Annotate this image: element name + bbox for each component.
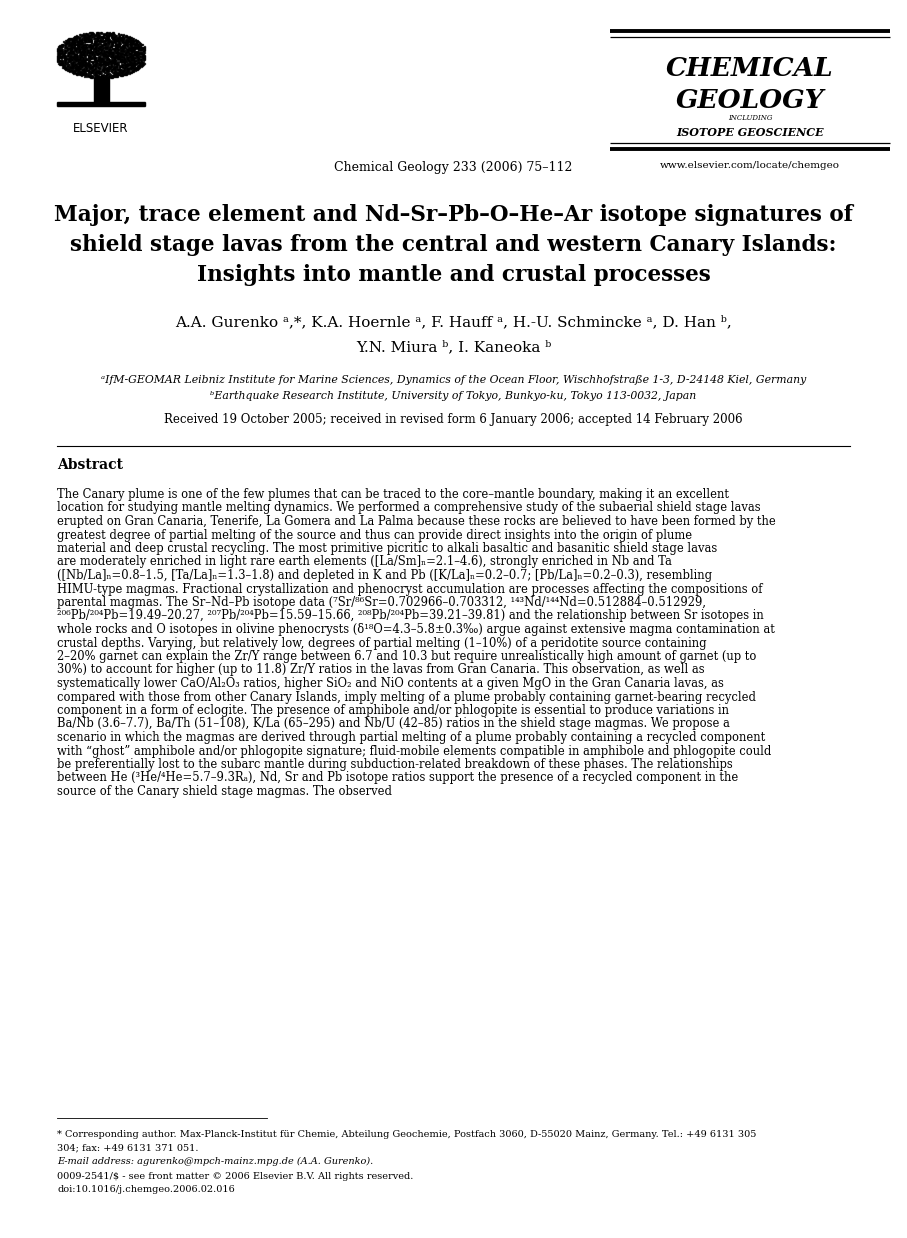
Text: 0009-2541/$ - see front matter © 2006 Elsevier B.V. All rights reserved.: 0009-2541/$ - see front matter © 2006 El… (57, 1172, 414, 1181)
Text: whole rocks and O isotopes in olivine phenocrysts (δ¹⁸O=4.3–5.8±0.3‰) argue agai: whole rocks and O isotopes in olivine ph… (57, 623, 775, 636)
Text: ᵇEarthquake Research Institute, University of Tokyo, Bunkyo-ku, Tokyo 113-0032, : ᵇEarthquake Research Institute, Universi… (210, 391, 697, 401)
Text: material and deep crustal recycling. The most primitive picritic to alkali basal: material and deep crustal recycling. The… (57, 542, 717, 555)
Text: Insights into mantle and crustal processes: Insights into mantle and crustal process… (197, 264, 710, 286)
Text: erupted on Gran Canaria, Tenerife, La Gomera and La Palma because these rocks ar: erupted on Gran Canaria, Tenerife, La Go… (57, 515, 775, 527)
Text: ELSEVIER: ELSEVIER (73, 121, 129, 135)
Text: parental magmas. The Sr–Nd–Pb isotope data (⁷Sr/⁸⁶Sr=0.702966–0.703312, ¹⁴³Nd/¹⁴: parental magmas. The Sr–Nd–Pb isotope da… (57, 595, 706, 609)
Text: Chemical Geology 233 (2006) 75–112: Chemical Geology 233 (2006) 75–112 (335, 161, 572, 175)
Text: CHEMICAL: CHEMICAL (666, 56, 834, 80)
Text: with “ghost” amphibole and/or phlogopite signature; fluid-mobile elements compat: with “ghost” amphibole and/or phlogopite… (57, 744, 771, 758)
Text: scenario in which the magmas are derived through partial melting of a plume prob: scenario in which the magmas are derived… (57, 730, 766, 744)
Text: A.A. Gurenko ᵃ,*, K.A. Hoernle ᵃ, F. Hauff ᵃ, H.-U. Schmincke ᵃ, D. Han ᵇ,: A.A. Gurenko ᵃ,*, K.A. Hoernle ᵃ, F. Hau… (175, 314, 732, 329)
Text: greatest degree of partial melting of the source and thus can provide direct ins: greatest degree of partial melting of th… (57, 529, 692, 541)
Text: Y.N. Miura ᵇ, I. Kaneoka ᵇ: Y.N. Miura ᵇ, I. Kaneoka ᵇ (356, 340, 551, 354)
Text: Major, trace element and Nd–Sr–Pb–O–He–Ar isotope signatures of: Major, trace element and Nd–Sr–Pb–O–He–A… (54, 204, 853, 227)
Text: ISOTOPE GEOSCIENCE: ISOTOPE GEOSCIENCE (677, 126, 824, 137)
Text: HIMU-type magmas. Fractional crystallization and phenocryst accumulation are pro: HIMU-type magmas. Fractional crystalliza… (57, 583, 763, 595)
Text: 30%) to account for higher (up to 11.8) Zr/Y ratios in the lavas from Gran Canar: 30%) to account for higher (up to 11.8) … (57, 664, 705, 676)
Text: compared with those from other Canary Islands, imply melting of a plume probably: compared with those from other Canary Is… (57, 691, 756, 703)
Text: E-mail address: agurenko@mpch-mainz.mpg.de (A.A. Gurenko).: E-mail address: agurenko@mpch-mainz.mpg.… (57, 1158, 374, 1166)
Text: between He (³He/⁴He=5.7–9.3Rₐ), Nd, Sr and Pb isotope ratios support the presenc: between He (³He/⁴He=5.7–9.3Rₐ), Nd, Sr a… (57, 771, 738, 785)
Text: The Canary plume is one of the few plumes that can be traced to the core–mantle : The Canary plume is one of the few plume… (57, 488, 729, 501)
Text: www.elsevier.com/locate/chemgeo: www.elsevier.com/locate/chemgeo (660, 161, 840, 170)
Text: are moderately enriched in light rare earth elements ([La/Sm]ₙ=2.1–4.6), strongl: are moderately enriched in light rare ea… (57, 556, 672, 568)
Text: GEOLOGY: GEOLOGY (676, 88, 824, 113)
Text: 304; fax: +49 6131 371 051.: 304; fax: +49 6131 371 051. (57, 1143, 199, 1153)
Text: ²⁰⁶Pb/²⁰⁴Pb=19.49–20.27, ²⁰⁷Pb/²⁰⁴Pb=15.59–15.66, ²⁰⁸Pb/²⁰⁴Pb=39.21–39.81) and t: ²⁰⁶Pb/²⁰⁴Pb=19.49–20.27, ²⁰⁷Pb/²⁰⁴Pb=15.… (57, 609, 764, 623)
Text: Ba/Nb (3.6–7.7), Ba/Th (51–108), K/La (65–295) and Nb/U (42–85) ratios in the sh: Ba/Nb (3.6–7.7), Ba/Th (51–108), K/La (6… (57, 718, 730, 730)
Text: location for studying mantle melting dynamics. We performed a comprehensive stud: location for studying mantle melting dyn… (57, 501, 761, 515)
Text: be preferentially lost to the subarc mantle during subduction-related breakdown : be preferentially lost to the subarc man… (57, 758, 733, 771)
Text: INCLUDING: INCLUDING (727, 114, 772, 123)
Text: crustal depths. Varying, but relatively low, degrees of partial melting (1–10%) : crustal depths. Varying, but relatively … (57, 636, 707, 650)
Text: 2–20% garnet can explain the Zr/Y range between 6.7 and 10.3 but require unreali: 2–20% garnet can explain the Zr/Y range … (57, 650, 756, 664)
Text: doi:10.1016/j.chemgeo.2006.02.016: doi:10.1016/j.chemgeo.2006.02.016 (57, 1185, 235, 1193)
Text: shield stage lavas from the central and western Canary Islands:: shield stage lavas from the central and … (70, 234, 837, 256)
Text: source of the Canary shield stage magmas. The observed: source of the Canary shield stage magmas… (57, 785, 392, 799)
Text: ᵃIfM-GEOMAR Leibniz Institute for Marine Sciences, Dynamics of the Ocean Floor, : ᵃIfM-GEOMAR Leibniz Institute for Marine… (101, 375, 806, 385)
Text: ([Nb/La]ₙ=0.8–1.5, [Ta/La]ₙ=1.3–1.8) and depleted in K and Pb ([K/La]ₙ=0.2–0.7; : ([Nb/La]ₙ=0.8–1.5, [Ta/La]ₙ=1.3–1.8) and… (57, 569, 712, 582)
Text: component in a form of eclogite. The presence of amphibole and/or phlogopite is : component in a form of eclogite. The pre… (57, 704, 729, 717)
Text: Abstract: Abstract (57, 458, 123, 472)
Text: Received 19 October 2005; received in revised form 6 January 2006; accepted 14 F: Received 19 October 2005; received in re… (164, 412, 743, 426)
Text: * Corresponding author. Max-Planck-Institut für Chemie, Abteilung Geochemie, Pos: * Corresponding author. Max-Planck-Insti… (57, 1130, 756, 1139)
Text: systematically lower CaO/Al₂O₃ ratios, higher SiO₂ and NiO contents at a given M: systematically lower CaO/Al₂O₃ ratios, h… (57, 677, 724, 690)
